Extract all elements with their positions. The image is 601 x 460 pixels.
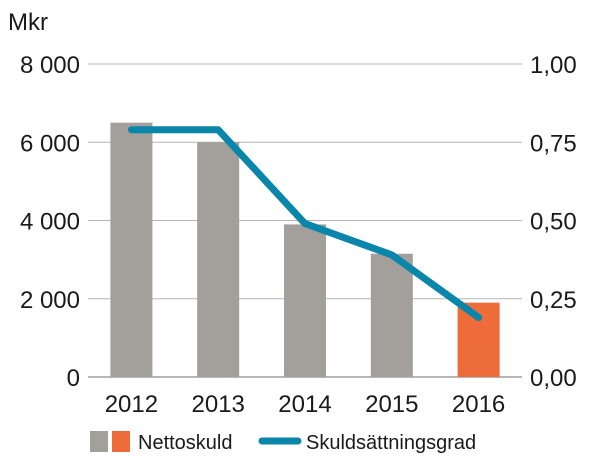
left-axis: 0 2 000 4 000 6 000 8 000 [20,52,80,392]
right-tick-label: 0,50 [530,209,577,236]
left-tick-label: 0 [67,365,80,392]
x-tick-label: 2012 [105,391,158,418]
line-series [127,126,483,321]
legend: Nettoskuld Skuldsättningsgrad [90,431,476,454]
left-tick-label: 8 000 [20,52,80,79]
left-tick-label: 2 000 [20,287,80,314]
right-tick-label: 0,00 [530,365,577,392]
right-tick-label: 1,00 [530,52,577,79]
bar-2014 [284,224,326,377]
legend-swatch-orange [112,431,130,452]
legend-label-nettoskuld: Nettoskuld [138,432,233,454]
right-axis: 0,00 0,25 0,50 0,75 1,00 [530,52,577,392]
bar-2013 [197,142,240,377]
right-tick-label: 0,25 [530,287,577,314]
x-tick-label: 2015 [365,391,418,418]
bar-2015 [370,253,413,377]
left-tick-label: 4 000 [20,209,80,236]
bar-2012 [110,122,153,377]
legend-swatch-grey [90,431,108,452]
legend-label-skuldsattningsgrad: Skuldsättningsgrad [306,432,476,454]
x-tick-label: 2014 [278,391,331,418]
left-tick-label: 6 000 [20,130,80,157]
x-tick-label: 2016 [452,391,505,418]
bar-series [110,122,500,377]
right-tick-label: 0,75 [530,130,577,157]
x-axis: 2012 2013 2014 2015 2016 [105,391,506,418]
unit-label: Mkr [8,9,48,36]
x-tick-label: 2013 [192,391,245,418]
